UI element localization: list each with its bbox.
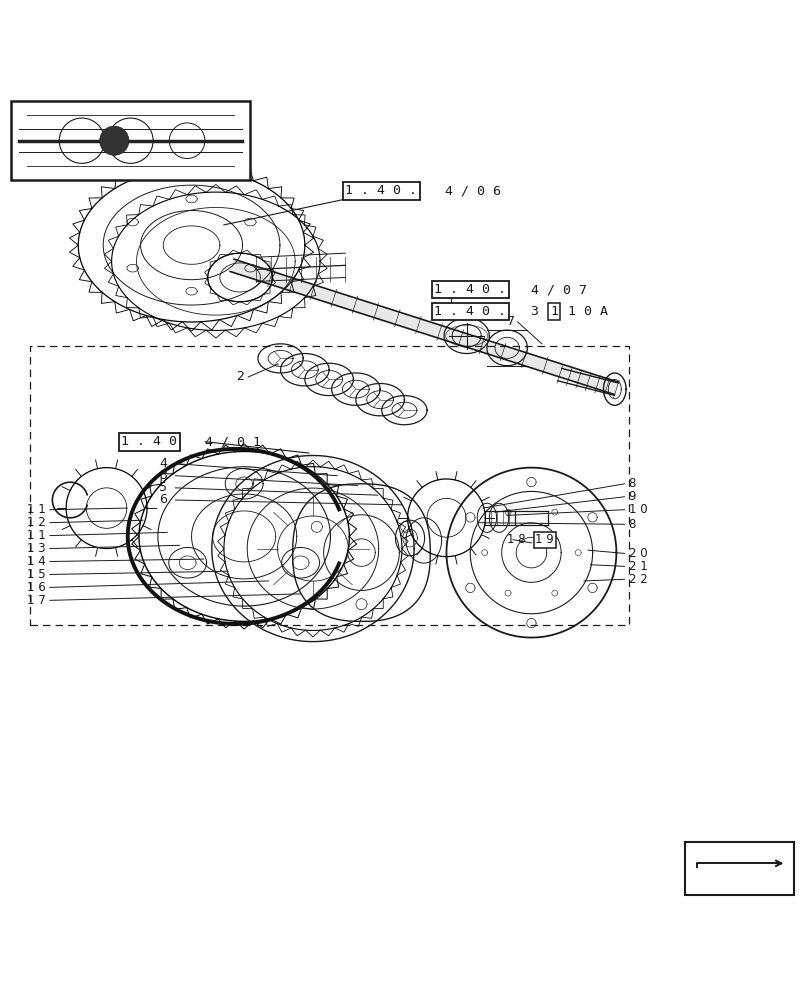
Polygon shape [230,259,618,394]
Text: 7: 7 [507,315,514,328]
Text: 1 5: 1 5 [28,568,46,581]
Text: 2: 2 [236,370,244,383]
Text: 2 2: 2 2 [628,573,646,586]
Text: 1: 1 [549,305,557,318]
Text: 8: 8 [628,477,635,490]
Text: 6: 6 [159,493,167,506]
Text: 1 . 4 0 .: 1 . 4 0 . [434,305,506,318]
Circle shape [100,126,129,155]
Text: 1 1: 1 1 [27,529,46,542]
Text: 1 4: 1 4 [27,555,46,568]
Text: 1 3: 1 3 [28,542,46,555]
Bar [11,101,250,180]
Text: 4 / 0 7: 4 / 0 7 [530,283,586,296]
Text: 8: 8 [628,518,635,531]
Text: 1 8: 1 8 [507,533,526,546]
Text: 4 / 0 1: 4 / 0 1 [205,435,261,448]
Text: 2 1: 2 1 [628,560,646,573]
Bar [684,842,793,895]
Text: 2 0: 2 0 [628,547,646,560]
Text: 3: 3 [530,305,547,318]
Text: 1 . 4 0 .: 1 . 4 0 . [345,184,417,197]
Text: 5: 5 [159,481,167,494]
Text: 1 9: 1 9 [534,533,554,546]
Text: 1 1: 1 1 [27,503,46,516]
Text: 1 2: 1 2 [27,516,46,529]
Text: 4 / 0 6: 4 / 0 6 [444,184,500,197]
Text: 1 . 4 0: 1 . 4 0 [121,435,177,448]
Text: 9: 9 [628,490,635,503]
Text: 1 0: 1 0 [628,503,646,516]
Text: 1 7: 1 7 [27,594,46,607]
Text: 1 0 A: 1 0 A [567,305,607,318]
Text: 4: 4 [159,457,167,470]
Text: 3: 3 [159,469,167,482]
Text: 1 . 4 0 .: 1 . 4 0 . [434,283,506,296]
Text: 1 6: 1 6 [27,581,46,594]
